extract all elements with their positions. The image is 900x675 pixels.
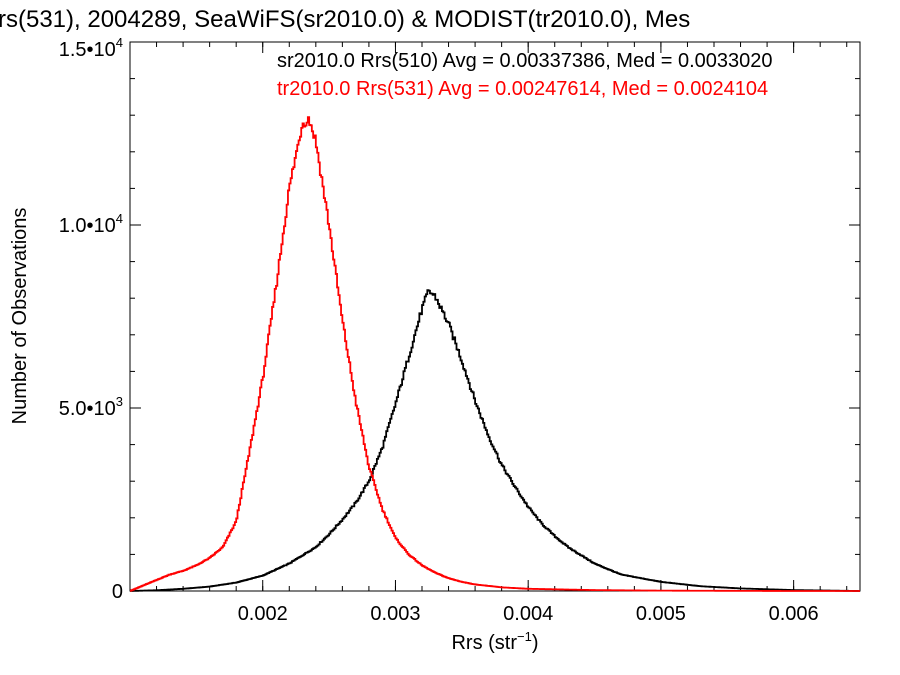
y-tick-label: 0 [112, 581, 123, 603]
x-tick-label: 0.003 [370, 603, 420, 625]
y-tick-label: 5.0•103 [59, 394, 123, 420]
legend: sr2010.0 Rrs(510) Avg = 0.00337386, Med … [277, 50, 773, 100]
y-tick-label: 1.0•104 [59, 211, 123, 237]
x-axis-label-close: ) [532, 632, 539, 654]
chart-title: rs(531), 2004289, SeaWiFS(sr2010.0) & MO… [0, 6, 690, 33]
legend-entry-red: tr2010.0 Rrs(531) Avg = 0.00247614, Med … [277, 78, 768, 100]
series-layer [130, 116, 860, 592]
y-axis-label: Number of Observations [9, 208, 31, 425]
x-tick-label: 0.005 [636, 603, 686, 625]
plot-area [129, 41, 861, 592]
series-tr2010-line [130, 116, 860, 592]
x-tick-label: 0.006 [769, 603, 819, 625]
axis-ticks [129, 41, 860, 592]
series-sr2010-line [130, 289, 860, 592]
plot-frame [129, 41, 861, 592]
x-axis-label: Rrs (str−1) [451, 629, 538, 654]
legend-entry-black: sr2010.0 Rrs(510) Avg = 0.00337386, Med … [277, 50, 773, 72]
x-axis-label-exponent: −1 [517, 629, 532, 644]
x-tick-labels: 0.002 0.003 0.004 0.005 0.006 [238, 603, 819, 625]
y-tick-label: 1.5•104 [59, 35, 123, 61]
y-tick-labels: 0 5.0•103 1.0•104 1.5•104 [59, 35, 123, 603]
x-axis-label-main: Rrs (str [451, 632, 517, 654]
x-tick-label: 0.002 [238, 603, 288, 625]
x-tick-label: 0.004 [503, 603, 553, 625]
